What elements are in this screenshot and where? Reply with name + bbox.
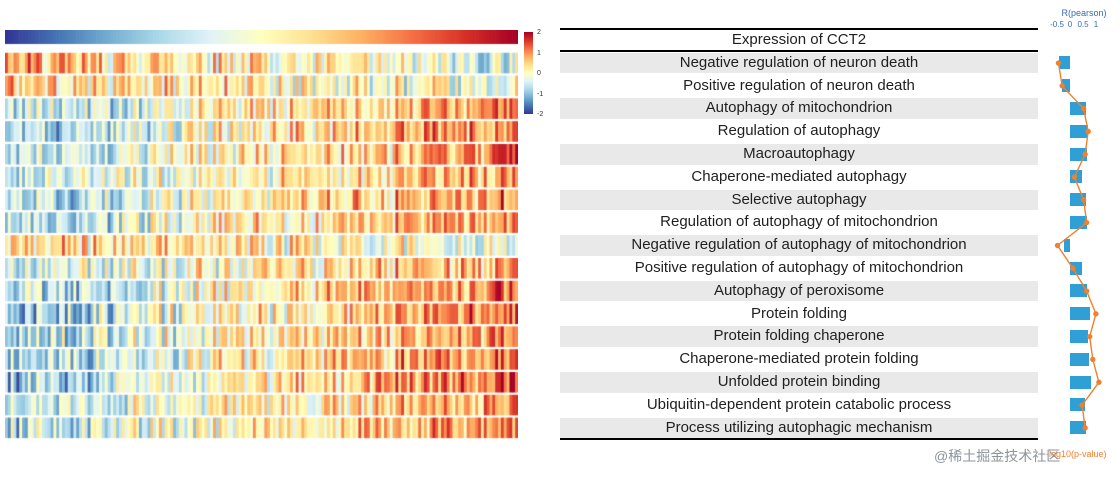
pvalue-point [1080,197,1087,203]
pathway-label: Positive regulation of neuron death [683,76,915,94]
pearson-r-bar [1070,101,1087,115]
pathway-label: Autophagy of peroxisome [560,280,1038,302]
pathway-label: Ubiquitin-dependent protein catabolic pr… [646,395,952,413]
bottom-divider [560,438,1038,440]
pearson-r-bar [1070,124,1088,138]
pathway-label: Regulation of autophagy [717,122,881,140]
pearson-r-bar [1059,56,1070,70]
pvalue-point [1071,174,1078,180]
pathway-label: Autophagy of mitochondrion [560,98,1038,119]
pvalue-point [1083,288,1090,294]
pathway-label: Regulation of autophagy of mitochondrion [660,213,938,231]
pvalue-point [1085,128,1091,135]
pvalue-point [1054,242,1061,249]
r-axis-title: R(pearson) [1061,8,1107,18]
expression-header: Expression of CCT2 [560,28,1038,52]
pearson-r-bar [1070,261,1082,275]
pearson-r-bar [1064,238,1070,252]
pathway-label: Selective autophagy [560,189,1038,211]
pearson-r-bar [1070,398,1086,412]
pearson-r-bar [1070,147,1087,161]
pvalue-polyline [1056,62,1100,428]
gsva-heatmap [5,30,518,439]
pathway-label: Macroautophagy [560,144,1038,165]
pathway-label: Negative regulation of neuron death [560,52,1038,74]
pvalue-point [1082,151,1088,157]
pearson-r-bar [1062,79,1070,93]
pathway-label: Negative regulation of autophagy of mito… [560,235,1038,256]
pearson-r-bar [1070,375,1092,389]
pvalue-point [1082,425,1088,431]
pvalue-point [1070,265,1076,271]
pathway-label: Chaperone-mediated autophagy [691,167,907,185]
pvalue-point [1059,83,1065,89]
pvalue-point [1096,379,1102,385]
r-axis-tick-label: -0.5 [1050,20,1064,29]
pathway-label: Positive regulation of autophagy of mito… [634,259,964,276]
colorbar-tick-label: 1 [537,49,541,57]
pvalue-point [1093,311,1099,317]
pearson-r-bar [1070,352,1090,366]
colorbar-tick-label: 0 [537,70,541,77]
pathway-label: Process utilizing autophagic mechanism [560,417,1038,439]
pearson-r-bar [1070,421,1087,435]
pvalue-point [1079,402,1085,408]
r-axis-tick-label: 0 [1067,20,1073,29]
pvalue-line-chart [1054,60,1102,431]
p-axis-label: -log10(p-value) [1046,449,1107,459]
colorbar-tick-label: -2 [537,111,544,118]
colorbar-tick-label: -1 [537,90,544,98]
pvalue-point [1080,105,1087,112]
pvalue-point [1083,219,1090,226]
r-axis-tick-label: 0.5 [1077,20,1089,29]
colorbar-tick-label: 2 [537,29,541,36]
pathway-label: Protein folding chaperone [560,326,1038,347]
pathway-label: Chaperone-mediated protein folding [679,350,919,368]
pathway-label: Unfolded protein binding [560,372,1038,393]
pearson-r-bar [1070,307,1091,321]
r-axis-tick-label: 1 [1093,20,1099,29]
pvalue-point [1087,333,1093,340]
colorbar-legend [524,32,533,114]
pathway-label: Protein folding [751,304,847,322]
watermark: @稀土掘金技术社区 [934,448,1061,464]
pearson-r-bar [1070,284,1088,298]
pvalue-point [1055,60,1062,66]
pvalue-point [1090,356,1096,363]
pearson-r-bar [1070,329,1089,343]
